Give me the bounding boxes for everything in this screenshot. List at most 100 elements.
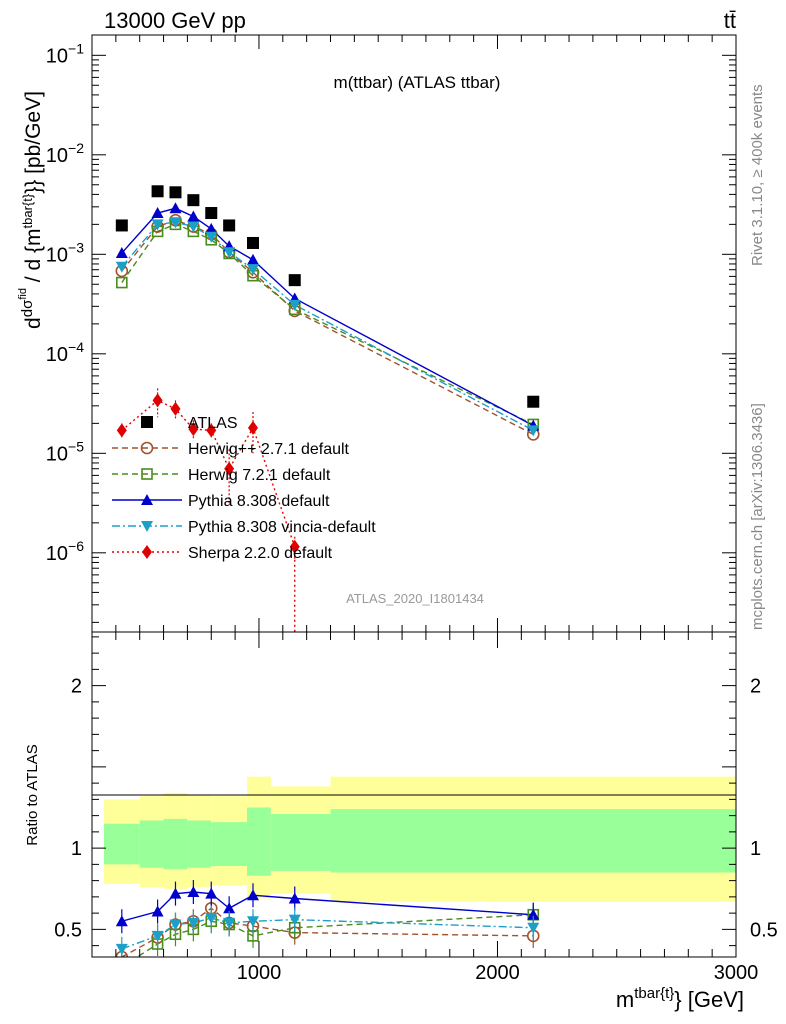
main-series-5-point <box>116 423 127 438</box>
main-ytick-label: 10−2 <box>46 140 84 167</box>
main-series-5-point <box>248 420 258 435</box>
ratio-series-2-point <box>169 887 182 899</box>
ratio-ytick-label-right: 1 <box>750 838 761 860</box>
ratio-band-inner <box>139 820 164 868</box>
main-series-4-point <box>247 264 259 276</box>
legend-entry-label: Sherpa 2.2.0 default <box>188 545 333 562</box>
ratio-series-2-point <box>223 902 236 914</box>
main-series-3-point <box>169 202 182 214</box>
svg-text:mtbar{t}} [GeV]: mtbar{t}} [GeV] <box>616 985 744 1012</box>
collision-label: 13000 GeV pp <box>104 8 246 33</box>
main-series-0-point <box>151 185 164 198</box>
main-series-3-point <box>247 253 259 265</box>
svg-text:ddσfid / d {mtbar{t}}} [pb/GeV: ddσfid / d {mtbar{t}}} [pb/GeV] <box>17 91 45 329</box>
ratio-ytick-label-right: 2 <box>750 676 761 698</box>
legend-entry-label: Herwig++ 2.7.1 default <box>188 441 350 458</box>
ratio-band-inner <box>247 807 271 876</box>
main-series-1-line <box>121 219 534 435</box>
ratio-band-inner <box>330 809 736 873</box>
ratio-series-3-point <box>288 914 301 926</box>
legend-marker <box>141 416 153 428</box>
main-series-4-point <box>223 247 236 259</box>
main-series-5-point <box>289 539 300 554</box>
process-label: tt̄ <box>724 8 736 33</box>
main-series-4-point <box>288 299 301 311</box>
rivet-version-label: Rivet 3.1.10, ≥ 400k events <box>749 84 766 266</box>
ratio-ytick-label-left: 2 <box>71 676 82 698</box>
main-series-4-point <box>187 221 200 233</box>
main-series-0-point <box>205 207 218 220</box>
ratio-series-2-point <box>115 915 128 927</box>
main-series-5-point <box>206 423 217 438</box>
main-series-0-point <box>115 219 128 232</box>
main-series-3-point <box>151 207 164 219</box>
main-frame <box>91 34 737 633</box>
ratio-xtick-label: 2000 <box>475 962 520 984</box>
main-series-0-point <box>527 395 540 408</box>
main-series-0-point <box>247 236 259 249</box>
legend-marker <box>141 494 153 505</box>
main-ytick-label: 10−4 <box>46 339 84 366</box>
main-panel: 10−6 10−5 10−4 10−3 10−2 10−1 m(ttbar) (ATLAS… <box>46 34 737 633</box>
main-series-3-point <box>187 210 200 222</box>
ratio-panel: 0.5 0.5 1 1 2 2 1000 2000 3000 Ratio to ATLAS <box>24 631 778 984</box>
ratio-series-2-point <box>205 887 218 899</box>
watermark-label: ATLAS_2020_I1801434 <box>346 591 484 606</box>
main-series-0-point <box>288 274 301 287</box>
main-series-0-point <box>169 186 182 199</box>
ratio-series-3-point <box>115 943 128 955</box>
main-series-4-point <box>151 219 164 231</box>
ratio-series-3-point <box>223 917 236 929</box>
legend-entry-label: Herwig 7.2.1 default <box>188 467 331 484</box>
ratio-xlabel: mtbar{t}} [GeV] <box>616 985 744 1012</box>
legend-marker <box>141 468 153 480</box>
legend: ATLAS Herwig++ 2.7.1 default Herwig 7.2.1 … <box>112 415 376 562</box>
main-series-2-point <box>116 276 128 289</box>
main-series-5-point <box>170 401 181 416</box>
ratio-series-1-point <box>117 962 127 972</box>
legend-marker <box>140 441 154 455</box>
main-ytick-label: 10−6 <box>46 538 84 565</box>
main-ytick-label: 10−1 <box>46 40 84 67</box>
ratio-band-inner <box>187 820 212 868</box>
ratio-series-3-point <box>527 922 540 934</box>
ratio-series-2-point <box>527 908 540 920</box>
main-series-3-point <box>205 222 218 234</box>
legend-entry-label: Pythia 8.308 vincia-default <box>188 519 376 536</box>
ratio-band-inner <box>211 822 248 866</box>
ratio-series-2-point <box>247 889 259 901</box>
ratio-band-inner <box>270 814 331 871</box>
main-series-2-line <box>121 223 534 426</box>
mcplots-label: mcplots.cern.ch [arXiv:1306.3436] <box>749 403 766 630</box>
main-series-4-point <box>169 217 182 229</box>
legend-marker <box>141 521 153 532</box>
ratio-series-3-point <box>151 930 164 942</box>
ratio-frame <box>91 631 737 958</box>
main-series-4-line <box>121 221 534 431</box>
main-title: m(ttbar) (ATLAS ttbar) <box>334 73 501 92</box>
ratio-series-3-point <box>247 916 259 928</box>
ratio-xtick-label: 1000 <box>237 962 282 984</box>
ratio-ylabel: Ratio to ATLAS <box>24 744 41 845</box>
ratio-band-inner <box>163 818 188 870</box>
main-series-5-point <box>188 422 199 437</box>
main-ytick-label: 10−5 <box>46 438 84 465</box>
main-series-5-point <box>224 461 235 476</box>
main-series-4-point <box>115 261 128 273</box>
main-series-3-line <box>121 207 534 427</box>
main-ytick-label: 10−3 <box>46 239 84 266</box>
main-series-0-point <box>187 194 200 207</box>
legend-marker <box>142 545 152 559</box>
ratio-ytick-label-left: 1 <box>71 838 82 860</box>
ratio-ytick-label-left: 0.5 <box>54 919 82 941</box>
main-series-5-point <box>152 393 163 408</box>
main-series-4-point <box>205 231 218 243</box>
ratio-series-3-line <box>121 917 534 950</box>
ratio-series-2-point <box>151 905 164 917</box>
legend-entry-label: Pythia 8.308 default <box>188 493 330 510</box>
ratio-series-2-point <box>288 892 301 904</box>
legend-entry-label: ATLAS <box>188 415 238 432</box>
ratio-ytick-label-right: 0.5 <box>750 919 778 941</box>
ratio-band-inner <box>103 823 140 865</box>
